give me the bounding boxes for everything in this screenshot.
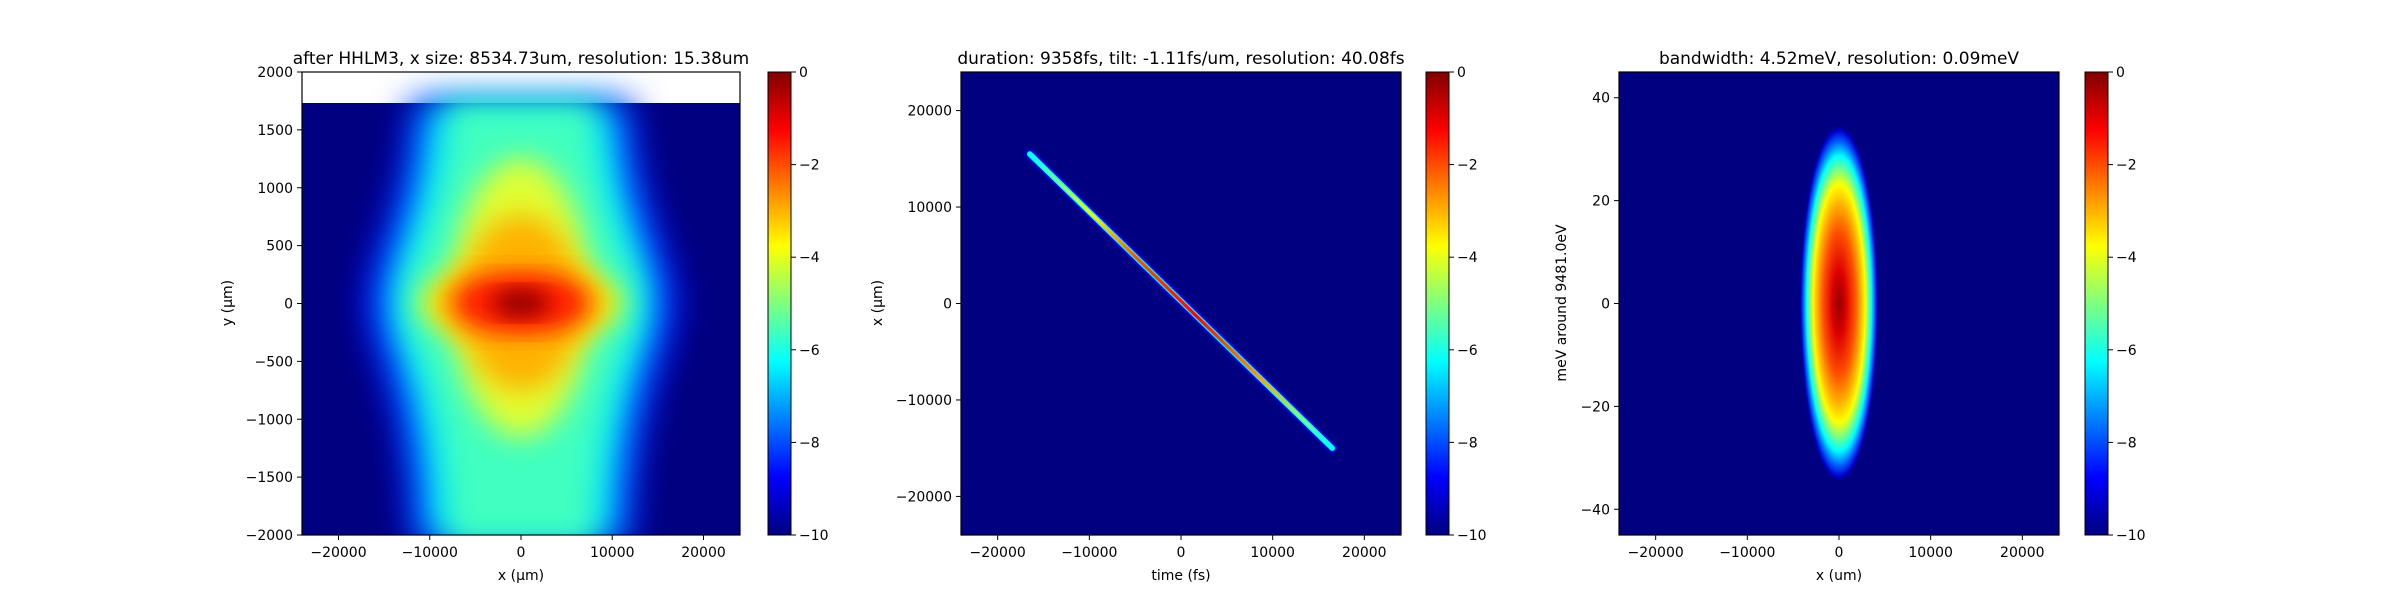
y-tick-label: −1500 — [246, 470, 293, 486]
streak-core — [1028, 152, 1334, 450]
y-tick-label: 20000 — [907, 104, 952, 120]
panel-spectrum: bandwidth: 4.52meV, resolution: 0.09meV … — [1554, 49, 2146, 584]
y-tick-label: 500 — [266, 239, 293, 255]
x-tick-label: −20000 — [1628, 545, 1684, 561]
x-tick-label: −20000 — [970, 545, 1026, 561]
spectrum-blob — [1799, 123, 1879, 484]
panel2-ylabel: x (μm) — [870, 280, 886, 326]
panel1-colorbar-ticks: 0 −2 −4 −6 −8 −10 — [791, 65, 829, 544]
y-tick-label: 0 — [284, 297, 293, 313]
colorbar-tick-label: −4 — [799, 250, 820, 266]
x-tick-label: −10000 — [1719, 545, 1775, 561]
colorbar-tick-label: 0 — [799, 65, 808, 81]
y-tick-label: −1000 — [246, 412, 293, 428]
x-tick-label: 0 — [1177, 545, 1186, 561]
panel3-colorbar — [2084, 71, 2109, 536]
y-tick-label: −20000 — [896, 489, 952, 505]
panel1-ylabel: y (μm) — [220, 280, 236, 326]
x-tick-label: −10000 — [1061, 545, 1117, 561]
x-tick-label: 0 — [1835, 545, 1844, 561]
colorbar-tick-label: −4 — [1457, 250, 1478, 266]
y-tick-label: −500 — [255, 354, 293, 370]
x-tick-label: 20000 — [1342, 545, 1387, 561]
x-tick-label: 10000 — [1250, 545, 1295, 561]
x-tick-label: 20000 — [2000, 545, 2045, 561]
y-tick-label: 0 — [943, 297, 952, 313]
panel2-colorbar — [1425, 71, 1450, 536]
panel1-empty-strip — [302, 72, 740, 103]
panel1-heatmap — [302, 72, 740, 535]
x-tick-label: 0 — [517, 545, 526, 561]
panel3-xlabel: x (um) — [1816, 568, 1862, 584]
y-tick-label: −2000 — [246, 528, 293, 544]
x-tick-label: 10000 — [1908, 545, 1953, 561]
panel1-title: after HHLM3, x size: 8534.73um, resoluti… — [293, 49, 749, 69]
panel-beam-profile: after HHLM3, x size: 8534.73um, resoluti… — [220, 49, 829, 584]
y-tick-label: −10000 — [896, 393, 952, 409]
panel3-ylabel: meV around 9481.0eV — [1554, 224, 1570, 382]
y-tick-label: 0 — [1601, 297, 1610, 313]
panel-time-profile: duration: 9358fs, tilt: -1.11fs/um, reso… — [870, 49, 1487, 584]
y-tick-label: −20 — [1580, 399, 1610, 415]
panel2-title: duration: 9358fs, tilt: -1.11fs/um, reso… — [957, 49, 1404, 69]
y-tick-label: 20 — [1592, 194, 1610, 210]
colorbar-tick-label: −4 — [2116, 250, 2137, 266]
panel3-heatmap — [1619, 72, 2059, 535]
panel1-colorbar — [767, 71, 792, 536]
panel3-title: bandwidth: 4.52meV, resolution: 0.09meV — [1659, 49, 2019, 69]
y-tick-label: −40 — [1580, 502, 1610, 518]
panel1-axes: −20000 −10000 0 10000 20000−2000−1500−1000−5… — [246, 65, 726, 561]
colorbar-tick-label: −6 — [2116, 343, 2137, 359]
panel2-heatmap — [961, 72, 1401, 535]
x-tick-label: 10000 — [590, 545, 635, 561]
panel1-xlabel: x (μm) — [498, 568, 544, 584]
panel2-axes: −20000 −10000 0 10000 20000 −20000 −10000 0 1000… — [896, 104, 1387, 561]
panel2-colorbar-ticks: 0 −2 −4 −6 −8 −10 — [1449, 65, 1487, 544]
colorbar-tick-label: −6 — [1457, 343, 1478, 359]
y-tick-label: 1000 — [257, 181, 293, 197]
panel3-colorbar-ticks: 0 −2 −4 −6 −8 −10 — [2108, 65, 2146, 544]
y-tick-label: 40 — [1592, 91, 1610, 107]
panel2-xlabel: time (fs) — [1151, 568, 1210, 584]
colorbar-tick-label: −8 — [799, 435, 820, 451]
x-tick-label: −20000 — [310, 545, 366, 561]
colorbar-tick-label: −2 — [799, 158, 820, 174]
x-tick-label: 20000 — [681, 545, 726, 561]
x-tick-label: −10000 — [402, 545, 458, 561]
colorbar-tick-label: −10 — [2116, 528, 2146, 544]
colorbar-tick-label: 0 — [2116, 65, 2125, 81]
colorbar-tick-label: −10 — [799, 528, 829, 544]
colorbar-tick-label: −2 — [2116, 158, 2137, 174]
colorbar-tick-label: −8 — [1457, 435, 1478, 451]
colorbar-tick-label: −2 — [1457, 158, 1478, 174]
colorbar-tick-label: −8 — [2116, 435, 2137, 451]
y-tick-label: 2000 — [257, 65, 293, 81]
panel3-axes: −20000 −10000 0 10000 20000 −40 −20 0 20 40 — [1580, 91, 2044, 561]
colorbar-tick-label: −6 — [799, 343, 820, 359]
colorbar-tick-label: 0 — [1457, 65, 1466, 81]
y-tick-label: 10000 — [907, 200, 952, 216]
y-tick-label: 1500 — [257, 123, 293, 139]
panel1-dark-center — [493, 288, 549, 318]
colorbar-tick-label: −10 — [1457, 528, 1487, 544]
